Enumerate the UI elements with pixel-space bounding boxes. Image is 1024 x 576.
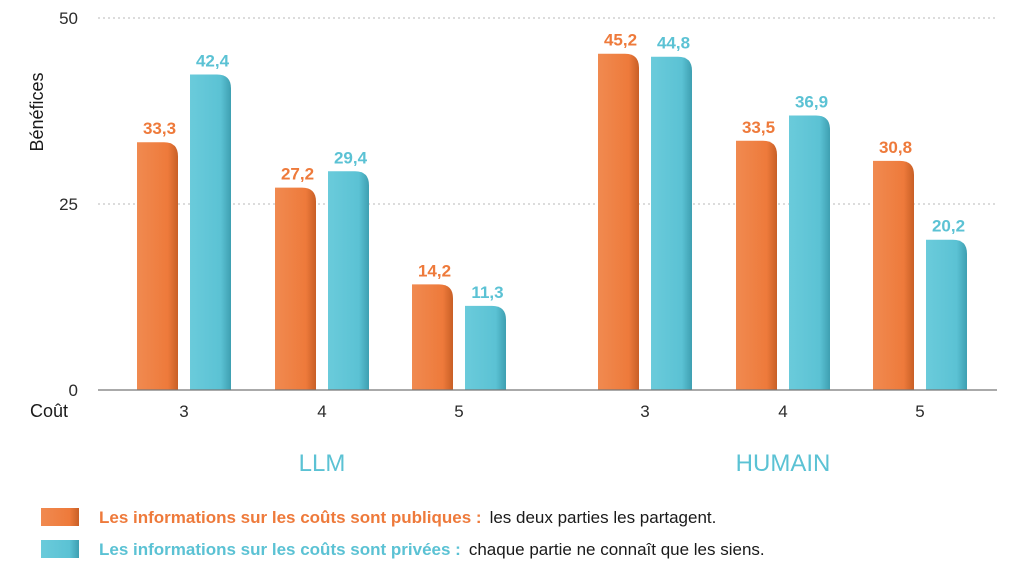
legend-series-name: Les informations sur les coûts sont publ… (99, 508, 482, 527)
x-tick-label: 4 (778, 402, 787, 421)
bar-private (651, 56, 692, 391)
data-label: 20,2 (932, 217, 965, 236)
bar-private (190, 74, 231, 390)
data-label: 44,8 (657, 34, 690, 53)
x-tick-label: 3 (640, 402, 649, 421)
group-label: HUMAIN (736, 450, 831, 477)
y-tick-label: 50 (59, 9, 78, 28)
data-label: 33,5 (742, 118, 775, 137)
y-tick-label: 25 (59, 195, 78, 214)
legend-swatch (41, 540, 79, 558)
bar-public (736, 140, 777, 390)
data-label: 14,2 (418, 261, 451, 280)
legend-entry: Les informations sur les coûts sont publ… (99, 508, 716, 527)
x-tick-label: 5 (454, 402, 463, 421)
x-tick-label: 4 (317, 402, 326, 421)
bar-public (873, 160, 914, 390)
x-tick-label: 5 (915, 402, 924, 421)
bar-public (275, 187, 316, 390)
legend-series-description: chaque partie ne connaît que les siens. (469, 540, 765, 559)
data-label: 29,4 (334, 148, 368, 167)
bar-private (926, 239, 967, 390)
data-label: 36,9 (795, 92, 828, 111)
bar-public (137, 142, 178, 390)
legend-series-name: Les informations sur les coûts sont priv… (99, 540, 461, 559)
bar-private (465, 305, 506, 390)
bar-public (412, 284, 453, 390)
data-label: 45,2 (604, 31, 637, 50)
data-label: 27,2 (281, 165, 314, 184)
data-label: 30,8 (879, 138, 912, 157)
bar-public (598, 53, 639, 390)
legend-swatch (41, 508, 79, 526)
y-tick-label: 0 (69, 381, 78, 400)
data-label: 11,3 (471, 283, 503, 302)
legend-series-description: les deux parties les partagent. (490, 508, 717, 527)
bar-private (328, 171, 369, 390)
x-tick-label: 3 (179, 402, 188, 421)
y-axis-title: Bénéfices (27, 72, 47, 151)
bar-private (789, 115, 830, 391)
data-label: 33,3 (143, 119, 176, 138)
x-axis-title: Coût (30, 401, 68, 421)
legend-entry: Les informations sur les coûts sont priv… (99, 540, 765, 559)
data-label: 42,4 (196, 52, 230, 71)
group-label: LLM (299, 450, 346, 477)
